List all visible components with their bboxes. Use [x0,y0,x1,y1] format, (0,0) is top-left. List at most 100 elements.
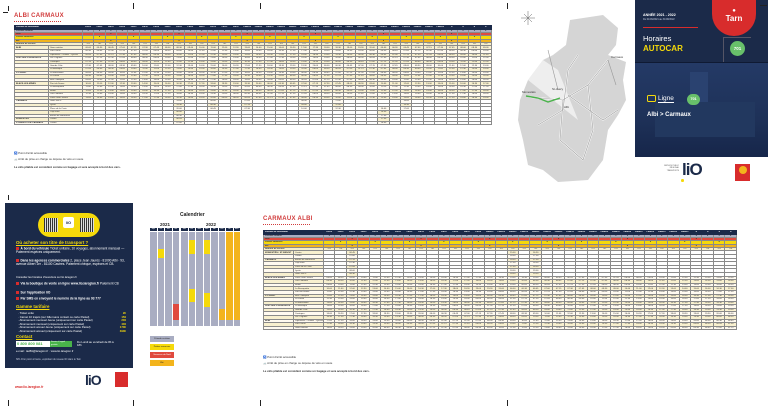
stop-row: CARMAUX Entrée de Monestiès 07:15 16:30 17:3… [263,257,737,263]
logo-dot [681,179,684,182]
title-underline [263,224,310,225]
buy-item: Par SMS en envoyant le numéro de la lign… [16,297,128,301]
departure-time: 07:00 [172,120,186,126]
crop-mark [260,400,261,406]
note-accessible: ♿ Point d'arrêt accessible [263,355,297,359]
crop-mark [8,195,9,200]
fare-label: · Abonnement annuel (uniquement sur cart… [18,329,83,333]
holiday-mark [184,35,197,40]
calendar-month-header: Août [233,228,240,231]
fare-row: · Abonnement annuel Jeune (uniquement su… [18,325,126,329]
fare-label: · Abonnement annuel Jeune (uniquement su… [18,325,91,330]
departure-time [400,120,413,126]
qr-code[interactable] [44,218,58,232]
location-pin-icon: ● [732,8,736,14]
title-autocar: AUTOCAR [643,44,683,53]
departure-time: 06:45 [701,325,714,331]
fare-price: 20€ [121,318,126,323]
cathedral-photo [635,62,768,157]
departure-time [229,120,243,126]
stop-row: Gare SNCF 08:30 18:30 19:30 [263,272,737,277]
departure-time [411,120,424,126]
noel-mark [479,32,493,37]
contact-email[interactable]: e-mail : tad81@laregion.fr · www.lio.lar… [16,349,74,353]
stop-row: Pont Vieux 17:30 18:00 18:30 19:00 19:30 20:00… [263,322,737,327]
calendar-legend-item: Période scolaire [150,336,174,342]
calendar-period [226,231,233,320]
departure-time [422,120,436,126]
red-rule [643,27,698,29]
crop-mark [133,3,134,9]
note-bike: 🚲 Arrêt de prise en charge ou dépose de … [14,157,84,161]
holiday-mark: ● [161,35,174,40]
noel-row: Noël ● ● ● ● ● ● [263,237,737,242]
departure-time [93,120,106,126]
noel-mark [712,237,726,242]
calendar-month-header: Mars [196,228,203,231]
calendar-month-column [218,231,225,326]
stop-name: Centre [48,120,83,126]
summer-mark [195,38,208,43]
departure-time [150,120,163,126]
summer-mark [206,38,220,43]
calendar-month-column [188,231,195,326]
compass-rose-icon [521,11,535,25]
summer-mark [229,38,243,43]
stop-row: Gare routière 18:00 18:30 19:00 19:30 20:00 06… [263,325,737,331]
departure-time: 06:30 [391,325,405,331]
calendar-month-column [226,231,233,326]
calendar-month-header: Juil [226,228,233,231]
line-badge: 701 [730,41,745,56]
departure-time: 18:30 [632,325,646,331]
phone-number[interactable]: 0 800 800 081 [16,341,50,347]
town-label: Carmaux [611,55,624,59]
noel-mark: ● [172,32,186,37]
buy-item: Consulter les horaires d'ouverture sur l… [16,276,77,279]
website-link[interactable]: www.lio.laregion.fr [15,385,44,389]
fare-label: · Ticket unité [18,311,34,315]
holiday-mark: ● [712,240,726,245]
departure-time [320,120,333,126]
calendar-period [203,293,210,307]
departure-time [479,120,493,126]
departure-time: 17:30 [609,325,623,331]
crop-mark [8,6,9,11]
calendar-month-column [157,231,164,326]
summer-mark [479,38,493,43]
note-accessible: ♿ Point d'arrêt accessible [14,151,48,155]
departure-time [343,120,356,126]
departure-time: 06:00 [380,325,393,331]
info-panel: liO Où acheter son titre de transport ? … [5,203,133,368]
calendar-month-header: Nov [165,228,172,231]
fare-row: · Carnet 10 trajets (sur billet sans con… [18,315,126,319]
holiday-row: Petites vacances ● ● ● ● ● ● ● ● ● ● ● ● [263,240,737,245]
departure-time: 06:45 [403,325,416,331]
buy-item: Dans les agences commerciales 2, place J… [16,258,125,267]
map-panel: Albi Carmaux Monestiès St-Juéry [508,0,633,200]
stop-row: Lycée 08:00 18:00 19:00 [263,268,737,273]
departure-time [434,120,447,126]
departure-time: 08:00 [460,325,474,331]
school-row: Période scolaire ● ● ● ● ● ● ● ● ● ● ● ● ● ● ● ● ● ● ● ● ● ● ● ●… [263,233,737,239]
departure-time [275,120,288,126]
stop-row: MONESTIÈS Centre 06:45 17:30 [14,117,493,122]
departure-time: 08:30 [472,325,485,331]
summer-mark: ● [241,38,254,43]
holiday-mark [218,35,231,40]
departure-time: 20:00 [368,325,382,331]
noel-mark: ● [241,32,254,37]
noel-mark [161,32,174,37]
noel-mark [218,32,231,37]
qr-code[interactable] [80,218,94,232]
ligne-label: Ligne [658,95,674,103]
crop-mark [760,5,767,6]
departure-time [184,120,197,126]
fare-price: 15€ [121,314,126,319]
calendar-period [203,240,210,254]
holiday-mark [138,35,152,40]
calendar-legend-item: Petites vacances [150,344,174,350]
departure-time [331,120,345,126]
buy-item: Sur l'application liO [16,291,128,295]
departure-time: 18:00 [621,325,634,331]
departure-time [468,120,481,126]
